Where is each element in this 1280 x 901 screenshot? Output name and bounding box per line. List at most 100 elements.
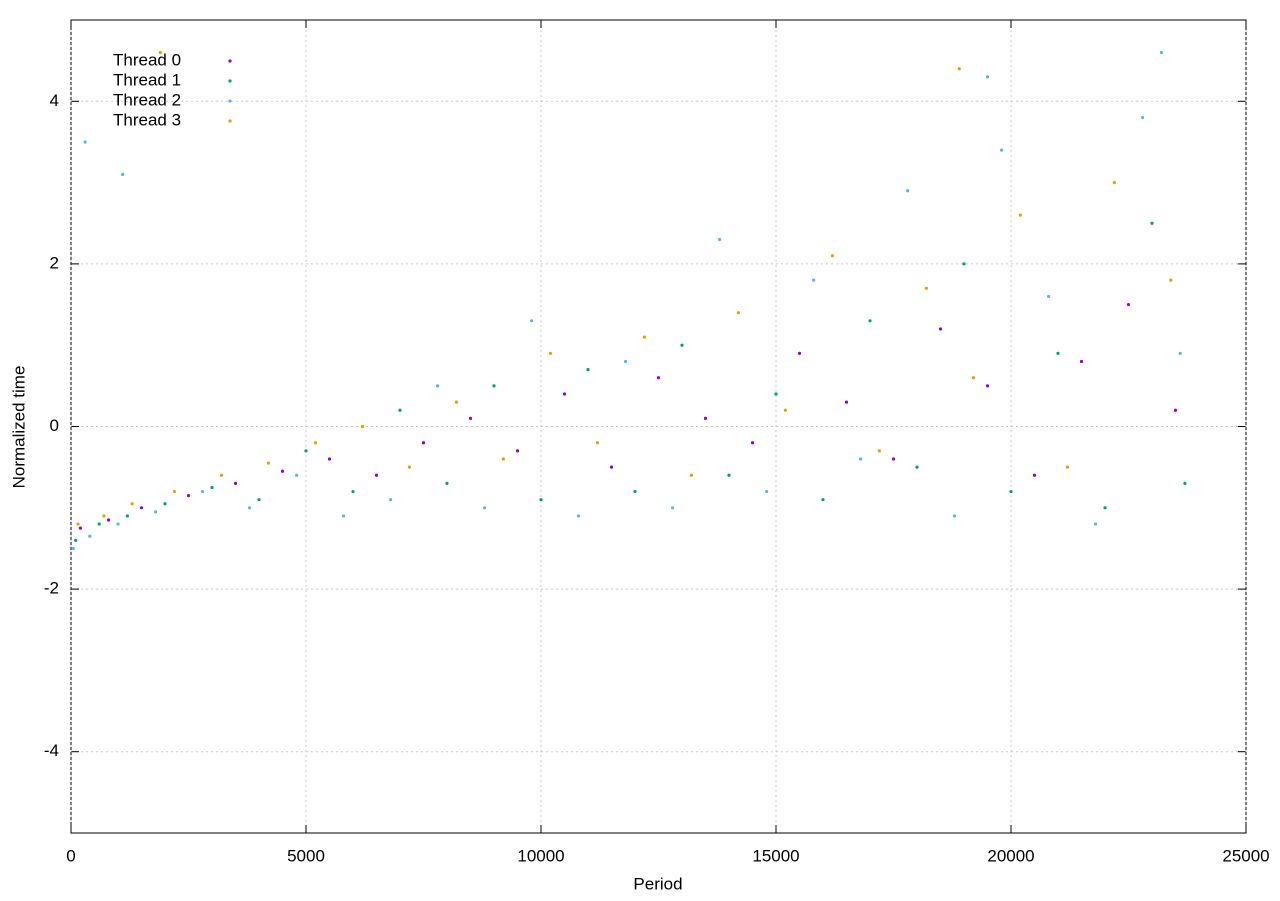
point — [304, 449, 308, 453]
point — [125, 514, 129, 518]
point — [1065, 465, 1069, 469]
point — [703, 416, 708, 420]
point — [736, 311, 741, 315]
point — [586, 367, 590, 372]
point — [351, 489, 355, 494]
point — [445, 481, 449, 486]
point — [186, 494, 191, 498]
point — [468, 416, 473, 420]
point — [595, 441, 600, 445]
point — [1009, 489, 1013, 494]
point — [454, 400, 458, 404]
legend-label: Thread 0 — [113, 50, 181, 69]
y-tick-label: 4 — [50, 91, 59, 110]
point — [280, 469, 285, 473]
point — [1047, 294, 1051, 299]
point — [985, 75, 990, 79]
point — [774, 392, 778, 396]
point — [97, 522, 101, 526]
point — [154, 510, 158, 514]
x-tick-label: 20000 — [987, 846, 1034, 865]
point — [421, 441, 426, 445]
point — [201, 489, 205, 494]
point — [139, 506, 144, 510]
x-tick-label: 5000 — [287, 846, 325, 865]
point — [1018, 213, 1023, 217]
point — [436, 384, 440, 388]
point — [765, 489, 769, 494]
legend-swatch — [228, 119, 232, 123]
x-tick-label: 15000 — [752, 846, 799, 865]
point — [1056, 351, 1060, 355]
point — [812, 278, 816, 282]
point — [233, 481, 238, 486]
point — [295, 473, 299, 477]
point — [891, 457, 896, 461]
point — [1000, 148, 1004, 152]
legend-label: Thread 1 — [113, 70, 181, 89]
y-tick-label: -2 — [44, 579, 59, 598]
point — [389, 498, 393, 502]
point — [1126, 302, 1131, 307]
point — [71, 546, 75, 551]
point — [342, 514, 346, 518]
point — [548, 351, 553, 355]
point — [1112, 181, 1116, 185]
point — [83, 140, 87, 144]
x-axis-label: Period — [633, 874, 682, 893]
point — [539, 498, 543, 502]
point — [877, 449, 882, 453]
point — [257, 498, 261, 502]
point — [130, 502, 134, 506]
point — [121, 172, 125, 177]
x-tick-label: 25000 — [1222, 846, 1269, 865]
point — [844, 400, 849, 404]
point — [74, 538, 78, 542]
point — [248, 506, 252, 510]
point — [492, 384, 496, 388]
point — [938, 327, 943, 331]
point — [398, 408, 402, 412]
point — [1159, 50, 1163, 55]
legend-swatch — [228, 99, 232, 103]
point — [783, 408, 788, 412]
point — [750, 441, 755, 445]
point — [1173, 408, 1178, 412]
point — [624, 359, 628, 364]
point — [76, 522, 80, 526]
x-tick-label: 0 — [66, 846, 75, 865]
y-tick-label: 2 — [50, 253, 59, 272]
point — [327, 457, 332, 461]
point — [1150, 221, 1154, 225]
point — [1178, 351, 1182, 355]
point — [642, 335, 647, 339]
point — [1079, 359, 1084, 364]
point — [671, 506, 675, 510]
legend-label: Thread 2 — [113, 90, 181, 109]
point — [562, 392, 567, 396]
point — [962, 262, 966, 266]
point — [656, 376, 661, 380]
point — [266, 461, 270, 465]
point — [515, 449, 520, 453]
point — [577, 514, 581, 518]
point — [727, 473, 731, 477]
point — [906, 189, 910, 193]
point — [107, 518, 111, 522]
point — [1103, 506, 1107, 510]
point — [374, 473, 379, 477]
point — [78, 526, 82, 530]
point — [360, 424, 364, 429]
point — [530, 319, 534, 323]
point — [501, 457, 505, 461]
y-tick-label: 0 — [50, 416, 59, 435]
point — [210, 485, 214, 490]
point — [609, 465, 614, 469]
x-tick-label: 10000 — [517, 846, 564, 865]
point — [633, 489, 637, 494]
point — [680, 343, 684, 347]
point — [1032, 473, 1037, 477]
point — [172, 489, 176, 494]
point — [915, 465, 919, 469]
point — [859, 457, 863, 461]
